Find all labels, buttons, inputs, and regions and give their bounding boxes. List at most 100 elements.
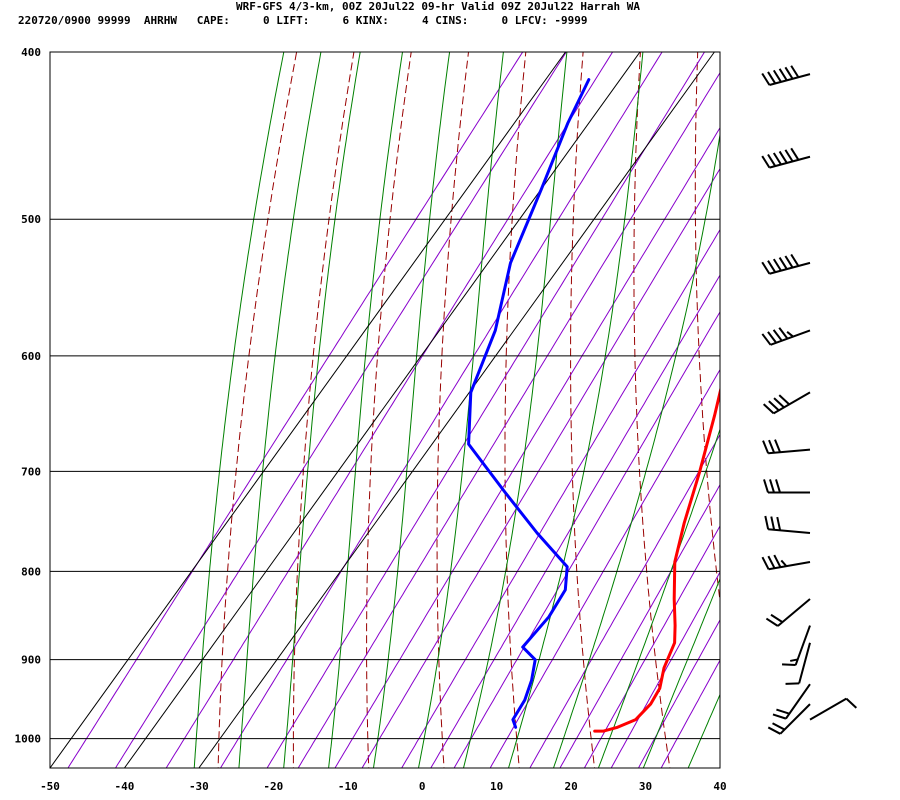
- wind-barb-feather: [784, 149, 794, 162]
- mixing-ratio-line: [219, 52, 663, 768]
- wind-barb-feather: [767, 153, 777, 167]
- temperature-tick-label: 30: [639, 780, 652, 793]
- wind-barb-feather: [764, 515, 770, 530]
- wind-barb-staff: [769, 155, 811, 169]
- temperature-tick-label: 10: [490, 780, 503, 793]
- wind-barb: [761, 327, 811, 346]
- dry-adiabat: [869, 14, 900, 776]
- mixing-ratio-line: [401, 228, 720, 768]
- wind-barb-feather: [767, 71, 777, 84]
- mixing-ratio-line: [114, 52, 567, 768]
- wind-barb-feather: [772, 329, 783, 342]
- dry-adiabat: [504, 52, 527, 768]
- moist-adiabat: [193, 52, 285, 768]
- wind-barb: [767, 703, 811, 735]
- mixing-ratio-line: [334, 126, 720, 768]
- wind-barb-staff: [809, 697, 847, 721]
- temperature-tick-label: -50: [40, 780, 60, 793]
- wind-barb-feather: [784, 255, 794, 269]
- wind-barb-feather: [767, 726, 781, 735]
- wind-barb-feather: [767, 260, 777, 273]
- temperature-tick-label: -20: [263, 780, 283, 793]
- wind-barb-feather: [761, 261, 771, 275]
- wind-barb-feather: [773, 554, 782, 568]
- mixing-ratio-line: [489, 368, 720, 768]
- wind-barb-column: [761, 65, 858, 735]
- wind-barb-staff: [794, 625, 811, 666]
- thermodynamic-background: [67, 14, 900, 776]
- mixing-ratio-line: [430, 274, 720, 768]
- wind-barb-feather: [778, 394, 790, 406]
- wind-barb: [785, 642, 811, 685]
- pressure-tick-label: 400: [21, 46, 41, 59]
- wind-barb-feather: [778, 150, 788, 164]
- moist-adiabat: [507, 52, 644, 768]
- wind-barb: [762, 439, 811, 455]
- dewpoint-profile: [467, 78, 591, 729]
- temperature-tick-label: 20: [564, 780, 577, 793]
- wind-barb-staff: [770, 329, 811, 346]
- axis-tick-labels: 400 500 600 700 800 900 1000 -50 -40 -30 -20 -10 0 10…: [15, 46, 727, 793]
- wind-barb-feather: [780, 559, 788, 567]
- wind-barb-feather: [782, 663, 796, 667]
- wind-barb-feather: [767, 331, 777, 344]
- temperature-tick-label: -10: [338, 780, 358, 793]
- mixing-ratio-line: [266, 52, 706, 768]
- moist-adiabat: [462, 52, 568, 768]
- wind-barb-feather: [790, 253, 800, 267]
- wind-barb-staff: [773, 391, 811, 415]
- wind-barb-staff: [779, 703, 811, 735]
- wind-barb-staff: [785, 683, 811, 720]
- mixing-ratio-line: [660, 659, 720, 768]
- wind-barb-feather: [768, 439, 776, 454]
- moist-adiabat: [417, 52, 504, 768]
- pressure-tick-label: 1000: [15, 733, 42, 746]
- moist-adiabat: [642, 577, 720, 768]
- pressure-tick-label: 500: [21, 213, 41, 226]
- dry-adiabat: [812, 14, 897, 776]
- wind-barb-feather: [845, 697, 858, 709]
- wind-barb: [782, 625, 811, 667]
- wind-barb-feather: [776, 708, 790, 715]
- wind-barb-feather: [790, 147, 800, 161]
- wind-barb: [764, 515, 811, 534]
- wind-barb-feather: [770, 516, 776, 531]
- isotherm-line: [49, 51, 566, 769]
- wind-barb: [772, 683, 811, 720]
- wind-barb: [765, 598, 811, 627]
- wind-barb-feather: [775, 479, 781, 493]
- wind-barb-staff: [769, 73, 811, 86]
- moist-adiabat: [552, 131, 720, 768]
- wind-barb-feather: [790, 65, 800, 78]
- wind-barb: [762, 391, 811, 415]
- temperature-tick-label: -30: [189, 780, 209, 793]
- dry-adiabat: [217, 52, 298, 768]
- wind-barb-feather: [776, 516, 782, 531]
- wind-barb-feather: [774, 439, 782, 453]
- isotherm-line: [198, 51, 715, 769]
- moist-adiabat: [238, 52, 322, 768]
- wind-barb-staff: [768, 528, 811, 534]
- mixing-ratio-line: [297, 71, 720, 768]
- mixing-ratio-line: [529, 433, 720, 768]
- dry-adiabat: [570, 52, 596, 768]
- wind-barb-feather: [762, 440, 770, 454]
- wind-barb-feather: [790, 658, 798, 662]
- wind-barb-feather: [765, 617, 779, 627]
- pressure-tick-label: 900: [21, 654, 41, 667]
- wind-barb-feather: [772, 152, 782, 166]
- temperature-tick-label: 0: [419, 780, 426, 793]
- dry-adiabat: [366, 52, 412, 768]
- mixing-ratio-line: [165, 52, 614, 768]
- moist-adiabat: [328, 52, 404, 768]
- wind-barb-feather: [778, 327, 789, 340]
- mixing-ratio-line: [610, 571, 720, 768]
- wind-barb-feather: [772, 69, 782, 83]
- wind-barb-feather: [761, 72, 771, 86]
- wind-barb-staff: [768, 448, 811, 455]
- dry-adiabat: [755, 14, 822, 776]
- temperature-tick-label: 40: [713, 780, 726, 793]
- wind-barb: [761, 253, 811, 275]
- wind-barb-feather: [784, 66, 794, 80]
